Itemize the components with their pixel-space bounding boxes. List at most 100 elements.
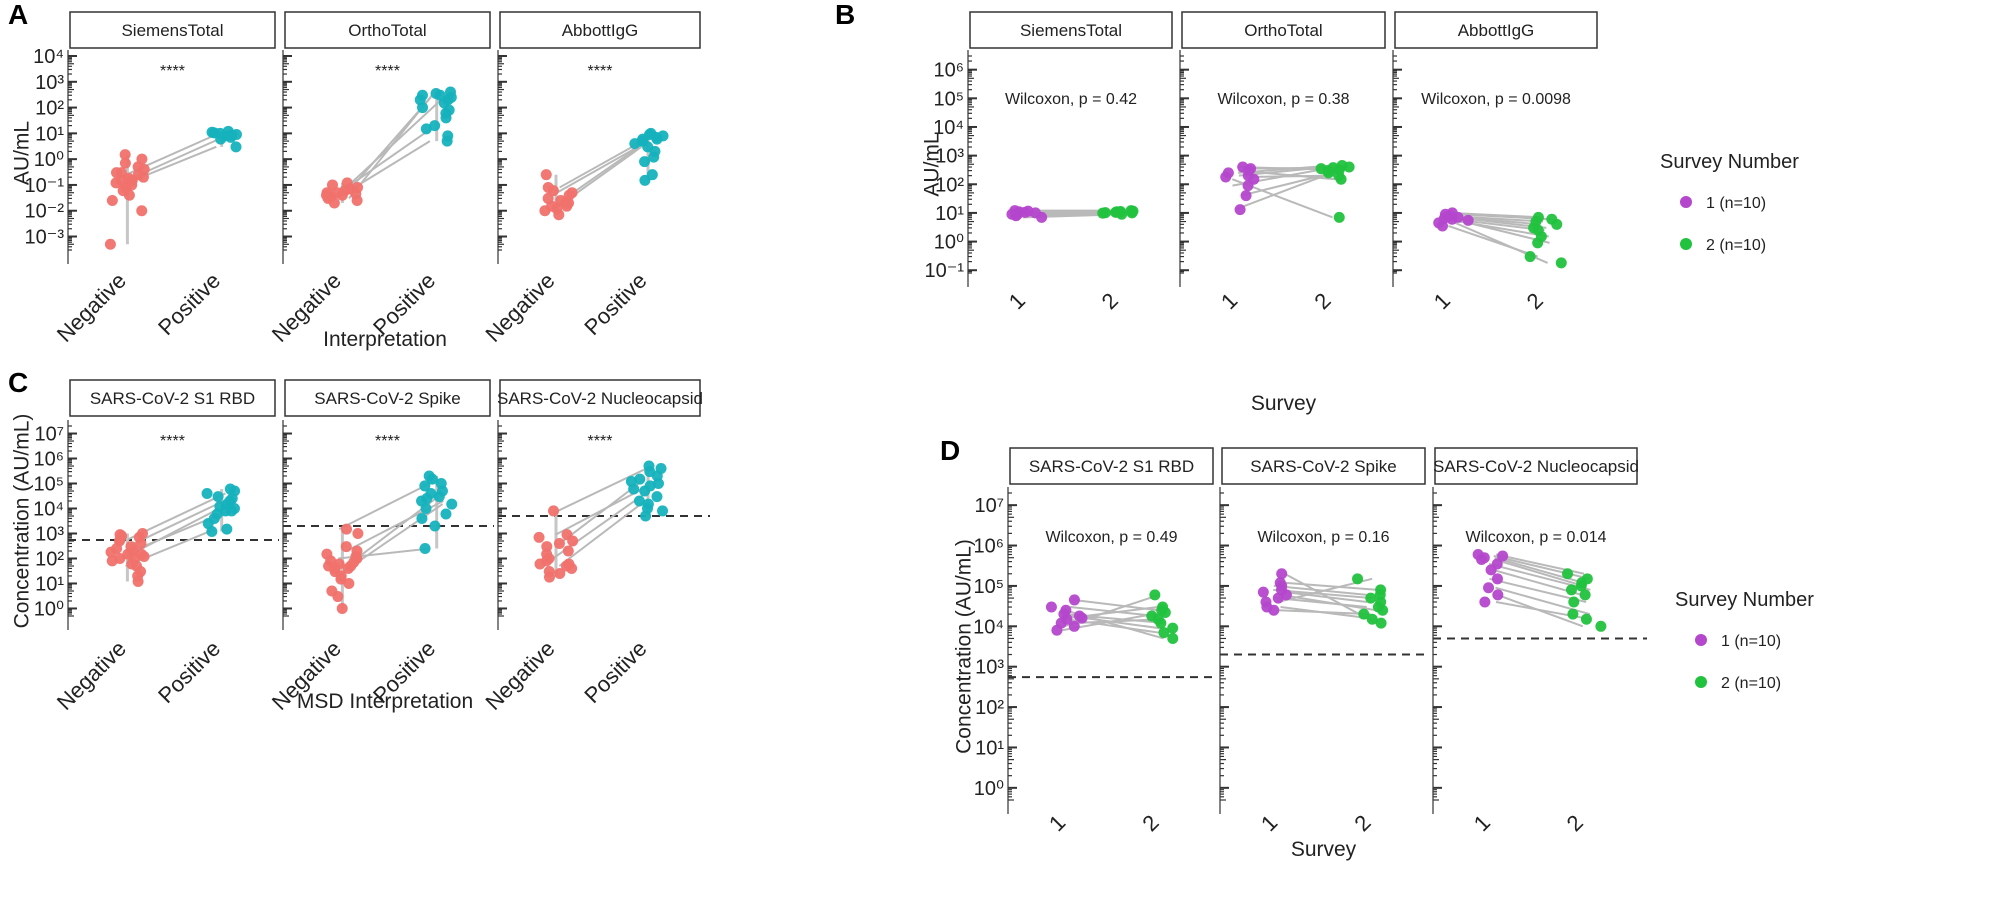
- data-point: [566, 187, 578, 199]
- facet-3: AbbottIgG Negative Positive ****: [480, 11, 701, 347]
- facet-strip: [1181, 11, 1386, 49]
- data-point: [1158, 627, 1170, 639]
- y-tick-label: 10⁴: [33, 46, 64, 68]
- panel-a: AAU/mL10⁻³10⁻²10⁻¹10⁰10¹10²10³10⁴Siemens…: [8, 0, 701, 351]
- data-point: [1567, 608, 1579, 620]
- data-point: [1483, 582, 1495, 594]
- y-tick-label: 10⁶: [34, 449, 64, 471]
- pair-line: [558, 500, 646, 567]
- facet-strip-label: OrthoTotal: [1244, 21, 1322, 40]
- facet-1: SiemensTotal Negative Positive ****: [52, 11, 276, 347]
- data-point: [563, 558, 575, 570]
- facet-strip-label: SARS-CoV-2 Spike: [314, 389, 460, 408]
- pair-line: [1448, 211, 1543, 219]
- facet-strip: [69, 11, 276, 49]
- data-point: [1492, 589, 1504, 601]
- y-tick-label: 10⁻³: [25, 227, 65, 249]
- facet-strip: [1434, 447, 1638, 485]
- data-point: [352, 181, 364, 193]
- x-tick-label: Positive: [579, 268, 651, 340]
- data-point: [625, 476, 637, 488]
- data-point: [1524, 251, 1536, 263]
- data-point: [1479, 596, 1491, 608]
- data-point: [1472, 548, 1484, 560]
- facet-strip-label: SARS-CoV-2 Spike: [1250, 457, 1396, 476]
- data-point: [540, 169, 552, 181]
- facet-3: AbbottIgG 1 2 Wilcoxon, p = 0.0098: [1392, 11, 1598, 314]
- data-point: [533, 531, 545, 543]
- data-point: [416, 512, 428, 524]
- x-tick-label: 1: [1256, 810, 1282, 836]
- legend-swatch: [1695, 676, 1707, 688]
- data-point: [548, 505, 560, 517]
- data-point: [1220, 171, 1232, 183]
- data-point: [1333, 164, 1345, 176]
- y-tick-label: 10¹: [35, 123, 64, 145]
- data-point: [646, 169, 658, 181]
- y-tick-label: 10²: [35, 548, 64, 570]
- data-point: [651, 133, 663, 145]
- pair-line: [1497, 593, 1584, 628]
- significance-label: ****: [588, 433, 613, 450]
- facet-3: SARS-CoV-2 Nucleocapsid Negative Positive *…: [480, 379, 710, 715]
- data-point: [115, 167, 127, 179]
- data-point: [429, 520, 441, 532]
- data-point: [1446, 207, 1458, 219]
- pair-line: [557, 467, 648, 512]
- data-point: [416, 89, 428, 101]
- data-point: [1276, 568, 1288, 580]
- x-tick-label: 1: [1216, 288, 1242, 314]
- data-point: [636, 135, 648, 147]
- facet-strip: [284, 11, 491, 49]
- data-point: [106, 194, 118, 206]
- legend-swatch: [1680, 238, 1692, 250]
- y-tick-label: 10²: [935, 174, 964, 196]
- data-point: [657, 505, 669, 517]
- facet-strip-label: OrthoTotal: [348, 21, 426, 40]
- y-axis-title: Concentration (AU/mL): [952, 539, 975, 754]
- data-point: [1125, 205, 1137, 217]
- pair-line: [346, 128, 432, 189]
- y-tick-label: 10⁴: [933, 117, 964, 139]
- data-point: [1565, 584, 1577, 596]
- y-tick-label: 10³: [935, 146, 964, 168]
- data-point: [220, 505, 232, 517]
- y-tick-label: 10⁻¹: [25, 175, 65, 197]
- y-tick-label: 10⁰: [34, 149, 64, 171]
- data-point: [1068, 620, 1080, 632]
- legend-label: 1 (n=10): [1706, 195, 1766, 212]
- x-tick-label: 2: [1097, 288, 1123, 314]
- data-point: [442, 130, 454, 142]
- data-point: [1240, 190, 1252, 202]
- pair-line: [1494, 558, 1584, 587]
- panel-letter: D: [940, 435, 960, 466]
- wilcoxon-label: Wilcoxon, p = 0.42: [1005, 91, 1137, 108]
- x-axis-title: Interpretation: [323, 328, 447, 351]
- data-point: [345, 560, 357, 572]
- data-point: [326, 585, 338, 597]
- data-point: [1491, 558, 1503, 570]
- x-tick-label: 1: [1469, 810, 1495, 836]
- data-point: [340, 541, 352, 553]
- facet-strip-label: SARS-CoV-2 Nucleocapsid: [1433, 457, 1639, 476]
- data-point: [419, 543, 431, 555]
- data-point: [429, 120, 441, 132]
- data-point: [226, 129, 238, 141]
- x-tick-label: Negative: [480, 268, 559, 347]
- y-tick-label: 10¹: [935, 203, 964, 225]
- data-point: [634, 473, 646, 485]
- y-tick-label: 10³: [35, 72, 64, 94]
- x-tick-label: 1: [1004, 288, 1030, 314]
- data-point: [651, 491, 663, 503]
- data-point: [104, 238, 116, 250]
- pair-line: [1072, 598, 1159, 612]
- x-tick-label: Positive: [153, 268, 225, 340]
- data-point: [446, 498, 458, 510]
- data-point: [201, 487, 213, 499]
- x-tick-label: Negative: [52, 268, 131, 347]
- data-point: [321, 548, 333, 560]
- y-tick-label: 10⁴: [33, 499, 64, 521]
- legend-title: Survey Number: [1660, 151, 1799, 173]
- y-tick-label: 10⁰: [974, 778, 1004, 800]
